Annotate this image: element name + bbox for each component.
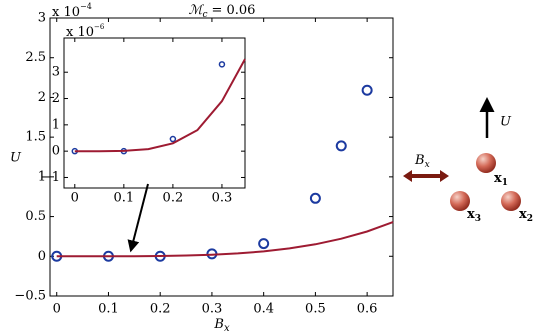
y-tick-label: 3 [52, 65, 60, 80]
y-tick-label: 1.5 [25, 130, 46, 145]
plot-frame [63, 37, 246, 189]
particle [476, 153, 496, 173]
particle-label: x1 [494, 171, 508, 188]
x-tick-label: 0.3 [212, 191, 233, 206]
u-label: U [500, 115, 512, 130]
x-tick-label: 0.2 [150, 302, 171, 317]
y-tick-label: −1 [41, 170, 60, 185]
x-tick-label: 0.2 [163, 191, 184, 206]
y-tick-label: 1 [52, 117, 60, 132]
inset-y-multiplier: x 10−6 [66, 23, 105, 40]
x-tick-label: 0.1 [98, 302, 119, 317]
x-tick-label: 0.6 [357, 302, 378, 317]
plot-frame [49, 17, 394, 297]
particle [450, 191, 470, 211]
y-tick-label: 0.5 [25, 209, 46, 224]
main-plot: 0 0.1 0.2 0.3 0.4 0.5 0.6 −0.5 0 0.5 1 1.5 2 2.5 3 [14, 11, 394, 317]
inset-background [64, 38, 245, 188]
y-tick-label: 0 [52, 144, 60, 159]
y-tick-label: 2 [38, 90, 46, 105]
x-tick-label: 0.5 [305, 302, 326, 317]
b-label: Bx [414, 153, 430, 170]
y-multiplier: x 10−4 [52, 2, 92, 20]
marker [169, 135, 177, 143]
chart-title: ℳc = 0.06 [189, 3, 256, 20]
marker [335, 140, 347, 152]
x-tick-label: 0 [71, 191, 79, 206]
x-tick-label: 0.4 [253, 302, 274, 317]
y-tick-label: 3 [38, 11, 46, 26]
y-tick-label: 2.5 [25, 50, 46, 65]
x-tick-label: 0 [53, 302, 61, 317]
x-axis-label: Bx [213, 317, 230, 334]
x-tick-label: 0.1 [113, 191, 134, 206]
marker [258, 238, 270, 250]
curve [74, 58, 246, 153]
marker [218, 61, 226, 68]
marker [361, 84, 373, 96]
y-tick-label: 1 [38, 169, 46, 184]
curve [56, 221, 394, 258]
y-tick-label: 2 [52, 91, 60, 106]
particle [501, 191, 521, 211]
x-tick-label: 0.3 [202, 302, 223, 317]
marker [309, 192, 321, 204]
y-tick-label: −0.5 [14, 289, 46, 304]
inset-pointer [127, 183, 149, 253]
particle-label: x3 [467, 207, 481, 224]
y-axis-label: U [10, 151, 22, 166]
y-tick-label: 0 [38, 249, 46, 264]
particle-label: x2 [519, 207, 533, 224]
